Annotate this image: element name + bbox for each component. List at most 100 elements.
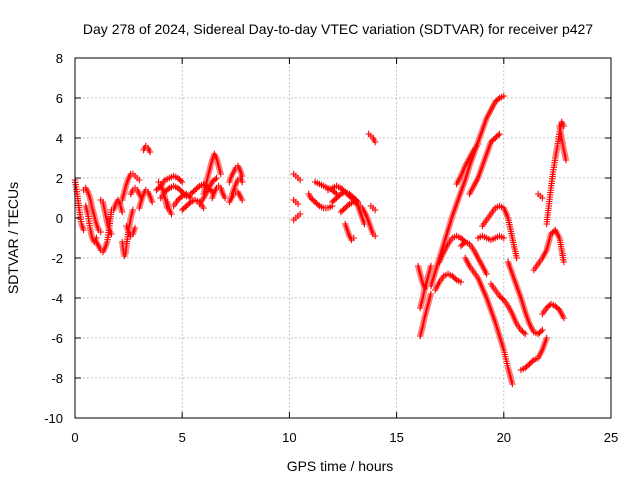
data-point bbox=[314, 201, 322, 208]
series-arc-21c bbox=[530, 226, 568, 274]
x-tick-label: 25 bbox=[604, 430, 618, 445]
series-arc-4a bbox=[153, 172, 186, 194]
series-arc-21b bbox=[534, 190, 546, 202]
data-point bbox=[213, 174, 220, 182]
y-tick-label: 8 bbox=[56, 51, 63, 66]
series-arc-7a bbox=[226, 162, 246, 186]
data-point bbox=[554, 305, 562, 312]
data-point bbox=[457, 278, 465, 286]
data-series bbox=[71, 92, 570, 388]
data-point bbox=[108, 230, 115, 238]
series-arc-16d bbox=[427, 92, 507, 290]
data-point bbox=[522, 330, 529, 338]
y-tick-label: -10 bbox=[44, 411, 63, 426]
data-point bbox=[296, 176, 304, 184]
series-arc-22b bbox=[543, 118, 568, 228]
data-point bbox=[164, 186, 172, 193]
series-arc-0a bbox=[71, 176, 87, 234]
data-point bbox=[520, 329, 528, 336]
data-point bbox=[562, 156, 570, 164]
chart-title: Day 278 of 2024, Sidereal Day-to-day VTE… bbox=[83, 21, 593, 37]
data-point bbox=[200, 204, 207, 212]
data-point bbox=[529, 358, 536, 365]
y-axis-label: SDTVAR / TECUs bbox=[5, 182, 21, 294]
series-arc-19b bbox=[479, 202, 520, 262]
data-point bbox=[177, 194, 184, 201]
data-point bbox=[350, 234, 357, 242]
series-arc-1c bbox=[97, 196, 115, 238]
series-arc-3a bbox=[140, 142, 154, 156]
data-point bbox=[371, 232, 379, 240]
series-arc-7c bbox=[226, 188, 246, 206]
data-point bbox=[499, 295, 506, 302]
data-point bbox=[129, 206, 137, 214]
series-arc-11a bbox=[305, 190, 336, 212]
y-tick-label: 2 bbox=[56, 171, 63, 186]
data-point bbox=[539, 194, 546, 202]
data-point bbox=[80, 226, 87, 234]
data-point bbox=[494, 96, 502, 103]
x-axis-label: GPS time / hours bbox=[287, 458, 394, 474]
data-point bbox=[239, 196, 246, 204]
data-point bbox=[483, 270, 490, 278]
x-tick-label: 15 bbox=[389, 430, 403, 445]
grid-lines bbox=[75, 58, 611, 418]
series-arc-18c bbox=[462, 254, 516, 388]
data-point bbox=[496, 130, 503, 138]
data-point bbox=[344, 202, 352, 209]
series-arc-6b bbox=[209, 182, 229, 202]
series-arc-6a bbox=[200, 150, 224, 198]
series-arc-13e bbox=[365, 130, 379, 146]
y-tick-label: 0 bbox=[56, 211, 63, 226]
series-arc-0b bbox=[80, 184, 104, 236]
series-arc-22a bbox=[539, 300, 568, 322]
data-point bbox=[371, 138, 379, 146]
data-point bbox=[427, 262, 435, 270]
series-arc-13c bbox=[356, 202, 379, 240]
series-arc-4c bbox=[163, 198, 175, 218]
data-point bbox=[539, 326, 546, 334]
series-arc-3b bbox=[136, 186, 156, 212]
data-point bbox=[427, 290, 435, 298]
series-arc-10c bbox=[290, 210, 304, 224]
series-arc-4d bbox=[170, 190, 194, 210]
series-arc-2c bbox=[118, 170, 143, 204]
data-point bbox=[146, 148, 154, 156]
data-point bbox=[168, 210, 175, 218]
data-point bbox=[221, 194, 229, 202]
data-point bbox=[537, 328, 545, 335]
data-point bbox=[156, 184, 163, 191]
series-arc-19c bbox=[487, 280, 529, 338]
data-point bbox=[148, 198, 156, 206]
data-point bbox=[118, 208, 126, 216]
data-point bbox=[509, 380, 516, 388]
x-tick-labels: 0 5 10 15 20 25 bbox=[71, 430, 618, 445]
y-tick-label: -8 bbox=[51, 371, 63, 386]
data-point bbox=[452, 275, 459, 282]
data-point bbox=[179, 178, 186, 186]
y-tick-label: -4 bbox=[51, 291, 63, 306]
x-tick-label: 0 bbox=[71, 430, 78, 445]
series-arc-18b bbox=[466, 130, 503, 198]
data-point bbox=[500, 92, 507, 100]
y-tick-label: 6 bbox=[56, 91, 63, 106]
series-arc-18d bbox=[457, 238, 490, 278]
data-point bbox=[336, 192, 343, 199]
series-arc-22c bbox=[556, 122, 570, 164]
series-arc-21a bbox=[517, 334, 550, 374]
y-tick-labels: -10 -8 -6 -4 -2 0 2 4 6 8 bbox=[44, 51, 63, 426]
series-arc-17a bbox=[431, 270, 465, 294]
data-point bbox=[194, 184, 202, 191]
data-point bbox=[294, 200, 302, 208]
data-point bbox=[217, 170, 224, 178]
series-arc-13a bbox=[341, 220, 357, 244]
y-tick-label: -2 bbox=[51, 251, 63, 266]
data-point bbox=[97, 228, 104, 236]
data-point bbox=[543, 334, 550, 342]
series-arc-20a bbox=[504, 258, 546, 338]
data-point bbox=[186, 200, 193, 207]
x-tick-label: 10 bbox=[282, 430, 296, 445]
series-arc-19a bbox=[474, 232, 507, 244]
series-arc-10b bbox=[290, 196, 302, 208]
